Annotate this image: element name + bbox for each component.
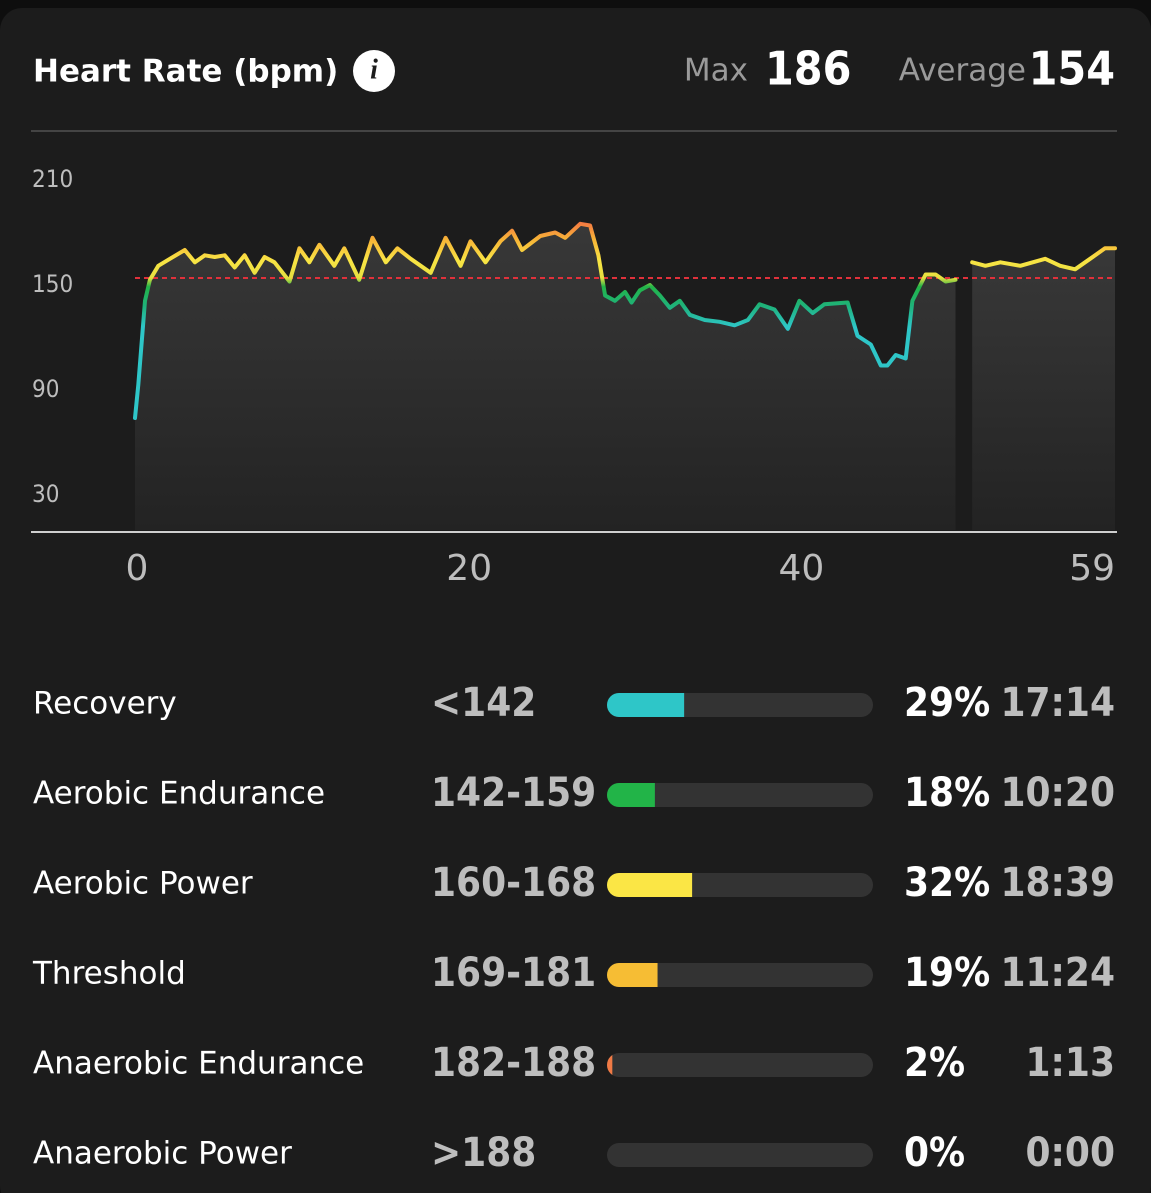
heart-rate-line [970, 246, 1117, 272]
average-value: 154 [1029, 42, 1115, 96]
zone-range: >188 [431, 1130, 536, 1176]
x-tick-label: 20 [446, 548, 492, 589]
bar [607, 783, 655, 807]
bar [607, 1053, 613, 1077]
zone-name: Anaerobic Power [33, 1136, 292, 1172]
y-tick-label: 150 [32, 270, 73, 298]
bar [607, 963, 658, 987]
zone-time: 10:20 [1000, 770, 1115, 816]
zone-range: 169-181 [431, 950, 596, 996]
area [972, 248, 1115, 531]
zone-name: Anaerobic Endurance [33, 1046, 364, 1082]
zone-range: 142-159 [431, 770, 596, 816]
zone-percent: 18% [904, 770, 990, 816]
zone-percent: 19% [904, 950, 990, 996]
zone-time: 11:24 [1000, 950, 1115, 996]
max-label: Max [684, 53, 748, 89]
info-glyph[interactable]: i [370, 54, 378, 85]
zone-name: Threshold [32, 956, 186, 992]
zone-percent: 0% [904, 1130, 965, 1176]
x-tick-label: 0 [126, 548, 149, 589]
zone-range: 160-168 [431, 860, 596, 906]
zone-percent: 32% [904, 860, 990, 906]
max-value: 186 [765, 42, 851, 96]
zone-time: 1:13 [1025, 1040, 1115, 1086]
info-icon[interactable]: i [353, 50, 395, 92]
title: Heart Rate (bpm) [33, 54, 338, 90]
bar [607, 873, 693, 897]
y-tick-label: 30 [32, 480, 59, 508]
zone-name: Aerobic Power [33, 866, 253, 902]
zone-time: 18:39 [1000, 860, 1115, 906]
zone-name: Aerobic Endurance [33, 776, 325, 812]
x-tick-label: 40 [779, 548, 825, 589]
x-tick-label: 59 [1069, 548, 1115, 589]
average-label: Average [899, 53, 1026, 89]
info-circle[interactable] [353, 50, 395, 92]
zone-name: Recovery [33, 686, 177, 722]
zone-time: 0:00 [1025, 1130, 1115, 1176]
bar [607, 693, 685, 717]
y-tick-label: 90 [32, 375, 59, 403]
heart-rate-line [133, 221, 958, 420]
zone-range: <142 [431, 680, 536, 726]
card [0, 8, 1151, 1193]
plot: 210 150 90 30 0 20 40 59 [32, 165, 1117, 589]
bar-track [607, 963, 873, 987]
zones: Recovery <142 29% 17:14 Aerobic Endurance 142… [32, 680, 1115, 1176]
zone-time: 17:14 [1000, 680, 1115, 726]
zone-range: 182-188 [431, 1040, 596, 1086]
bar-track [607, 783, 873, 807]
zone-percent: 2% [904, 1040, 965, 1086]
bar-track [607, 1053, 873, 1077]
area [135, 223, 956, 531]
y-tick-label: 210 [32, 165, 73, 193]
bar-track [607, 1143, 873, 1167]
zone-percent: 29% [904, 680, 990, 726]
